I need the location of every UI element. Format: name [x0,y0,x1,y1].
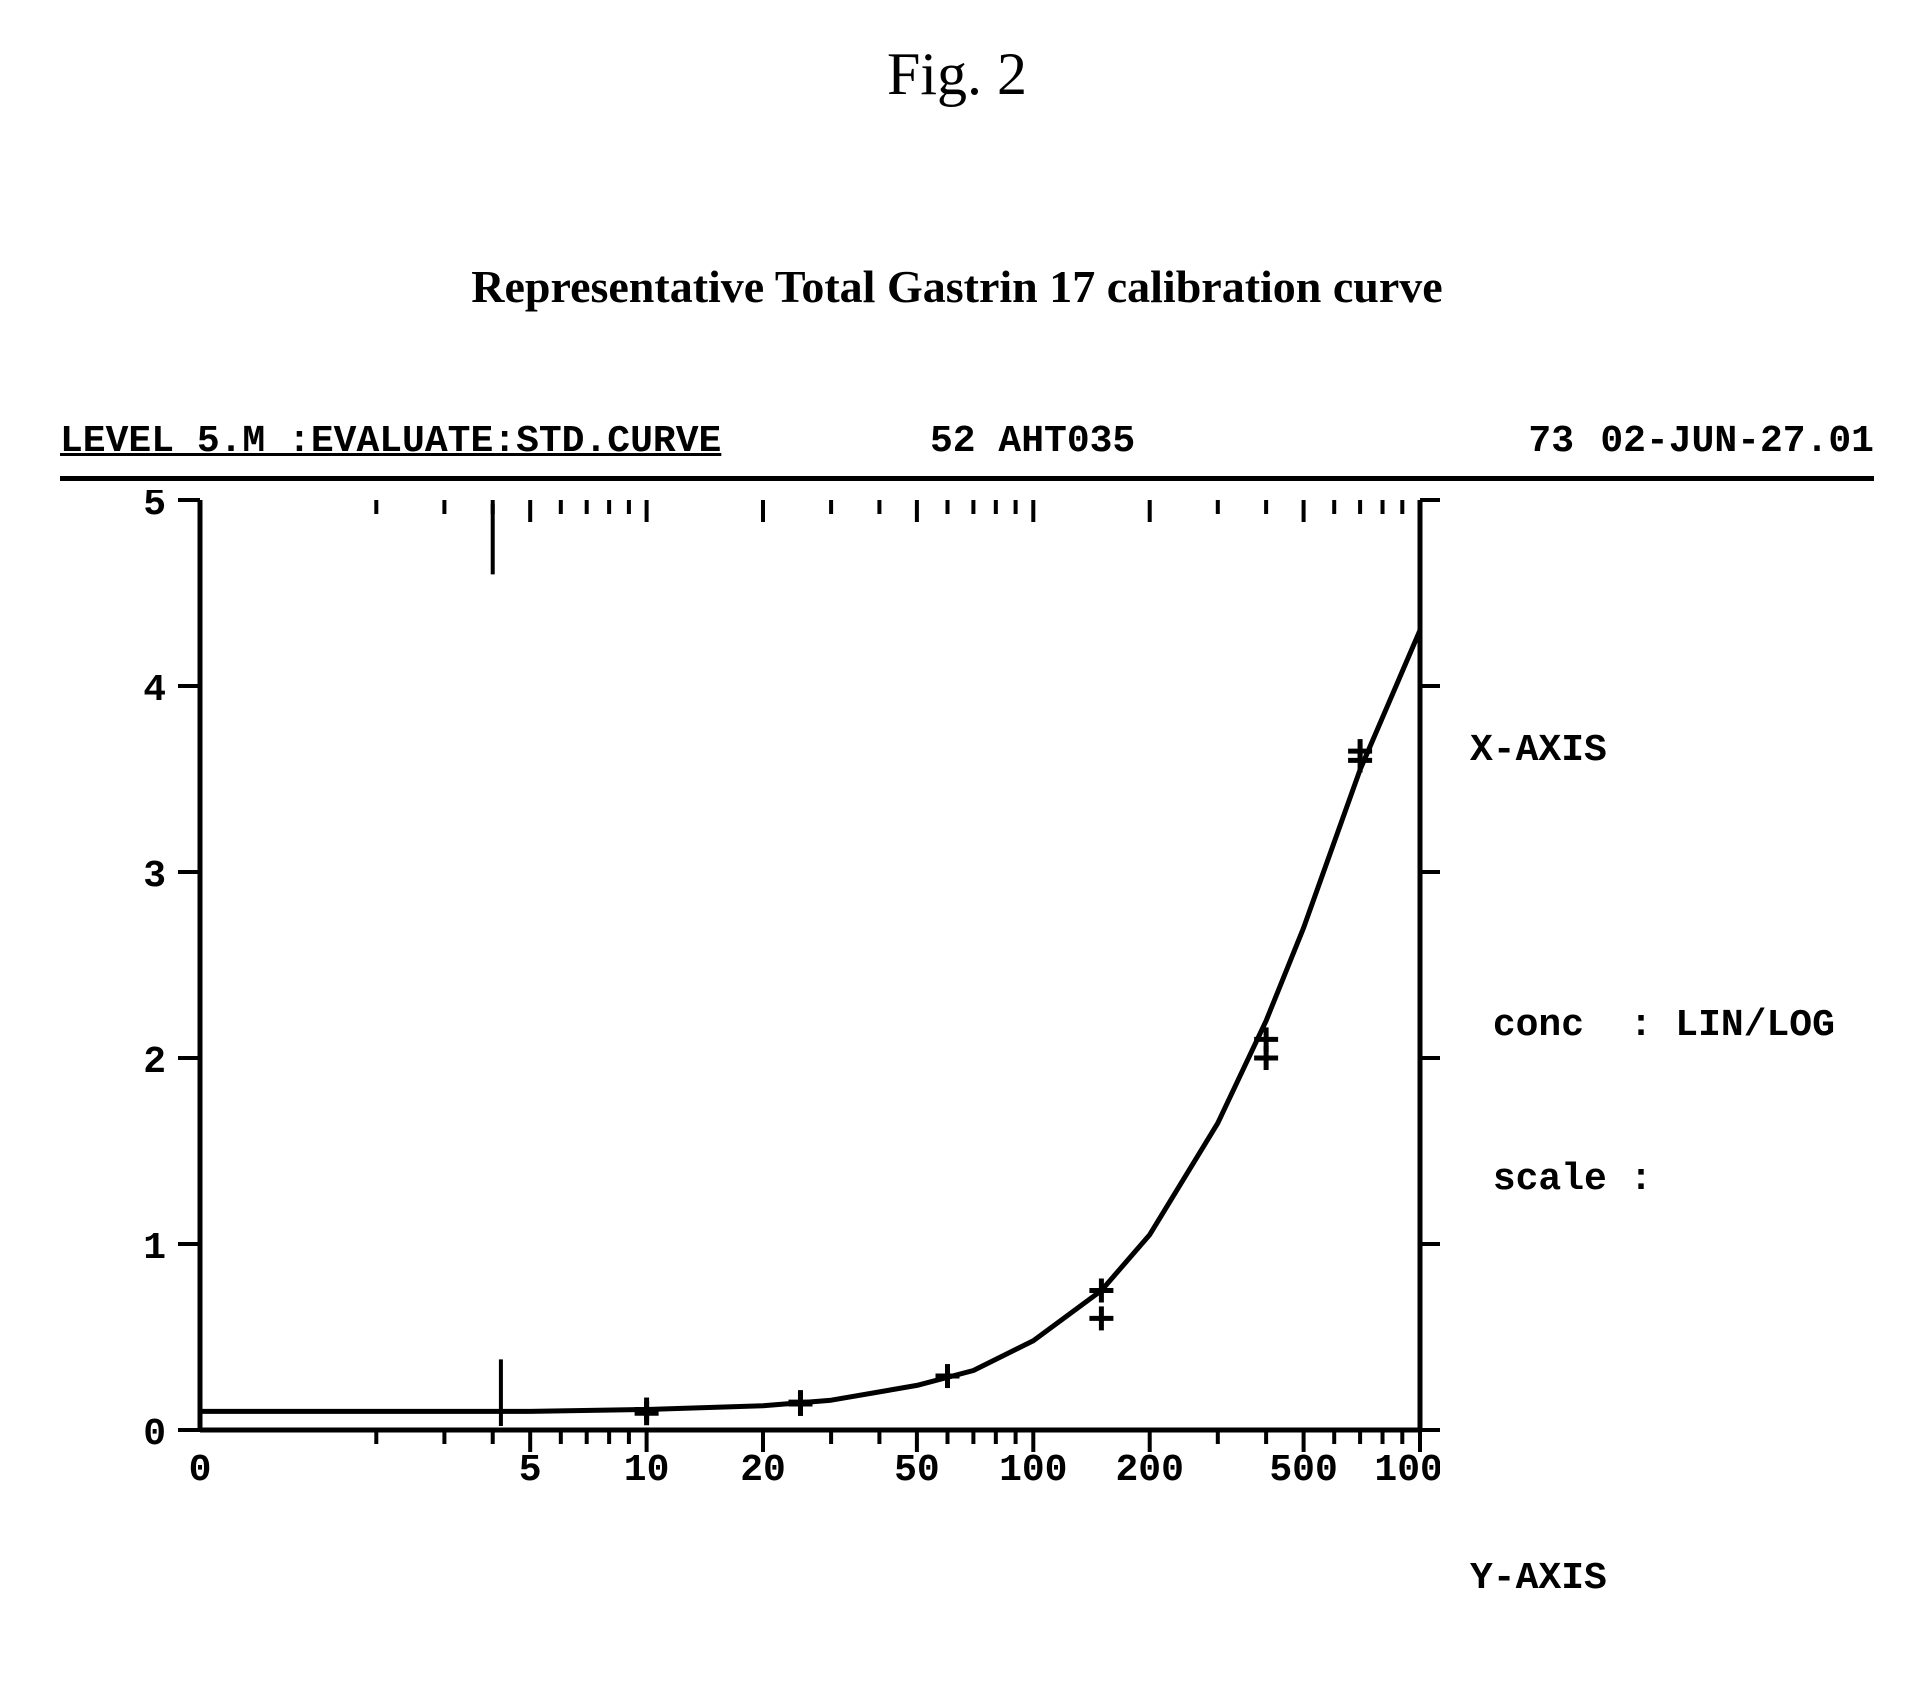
svg-text:200: 200 [1115,1449,1183,1492]
svg-text:0: 0 [143,1413,166,1456]
svg-text:1: 1 [143,1227,166,1270]
svg-text:500: 500 [1269,1449,1337,1492]
subtitle: Representative Total Gastrin 17 calibrat… [0,260,1914,313]
svg-text:10: 10 [624,1449,670,1492]
svg-text:1000: 1000 [1374,1449,1440,1492]
x-conc-row: conc : LIN/LOG [1470,1000,1870,1051]
svg-text:50: 50 [894,1449,940,1492]
header-left: LEVEL 5.M :EVALUATE:STD.CURVE [60,420,721,463]
x-axis-heading: X-AXIS [1470,725,1870,776]
svg-text:3: 3 [143,855,166,898]
page: Fig. 2 Representative Total Gastrin 17 c… [0,0,1914,1692]
svg-text:100: 100 [999,1449,1067,1492]
header-bar: LEVEL 5.M :EVALUATE:STD.CURVE 52 AHT035 … [60,420,1874,481]
header-mid: 52 AHT035 [930,420,1135,463]
header-right-date: 02-JUN-27.01 [1600,420,1874,463]
figure-label: Fig. 2 [0,40,1914,109]
y-axis-heading: Y-AXIS [1470,1553,1870,1604]
svg-text:5: 5 [519,1449,542,1492]
svg-text:4: 4 [143,669,166,712]
svg-text:20: 20 [740,1449,786,1492]
svg-text:0: 0 [189,1449,212,1492]
chart-svg: 012345051020501002005001000 [100,490,1440,1530]
svg-text:5: 5 [143,490,166,526]
header-right-num: 73 [1528,420,1574,463]
side-panel: X-AXIS conc : LIN/LOG scale : Y-AXIS res… [1470,520,1870,1692]
svg-text:2: 2 [143,1041,166,1084]
plot-area: 012345051020501002005001000 [100,490,1440,1530]
x-scale-row: scale : [1470,1154,1870,1205]
